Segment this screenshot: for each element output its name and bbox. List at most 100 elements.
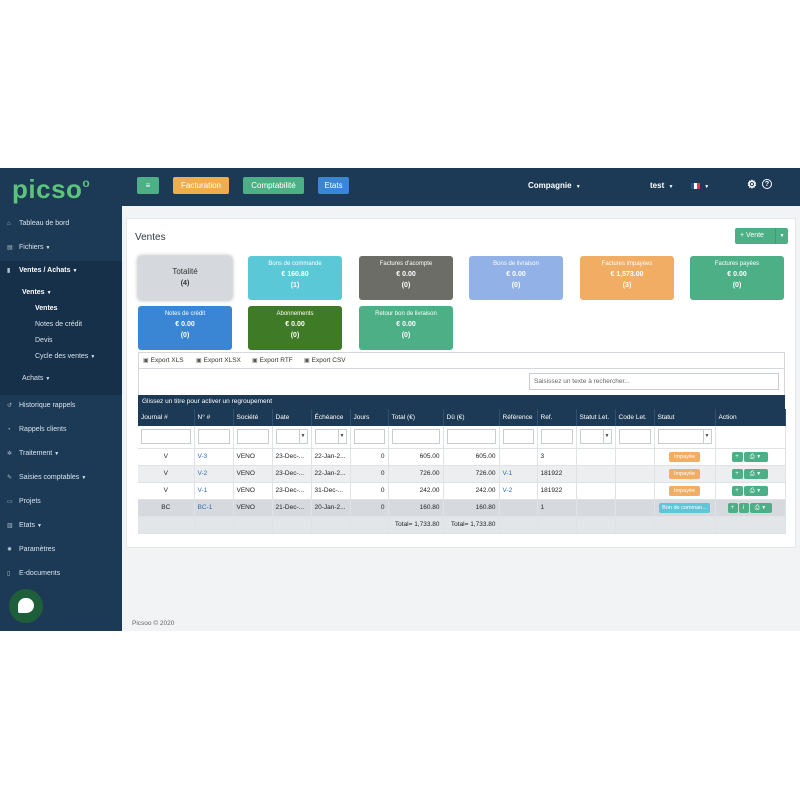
table-row[interactable]: V V-2 VENO 23-Dec-... 22-Jan-2... 0 726.…	[138, 465, 786, 483]
sidebar-item-historique[interactable]: ↺ Historique rappels	[7, 402, 76, 409]
sidebar-item-ventes-achats[interactable]: ▮ Ventes / Achats ▼	[7, 267, 78, 274]
language-dropdown[interactable]: ▼	[691, 181, 709, 190]
chevron-down-icon[interactable]: ▼	[775, 228, 788, 244]
print-icon: ⎙	[754, 504, 760, 511]
info-button[interactable]: i	[738, 502, 749, 513]
filter-input[interactable]	[236, 429, 269, 445]
company-dropdown[interactable]: Compagnie ▼	[528, 181, 581, 190]
filter-input[interactable]	[353, 429, 385, 445]
card-bons-livraison[interactable]: Bons de livraison € 0.00 (0)	[469, 256, 563, 300]
col-header-du[interactable]: Dû (€)	[443, 409, 500, 426]
card-factures-payees[interactable]: Factures payées € 0.00 (0)	[690, 256, 784, 300]
export-xls-button[interactable]: ▣ Export XLS	[143, 357, 184, 364]
cell-num-link[interactable]: V-3	[194, 448, 234, 466]
chevron-down-icon[interactable]: ▼	[298, 430, 307, 444]
sidebar-item-etats[interactable]: ▥ Etats ▼	[7, 522, 42, 529]
filter-input[interactable]	[141, 429, 191, 445]
add-button[interactable]: +	[731, 485, 743, 496]
chevron-down-icon[interactable]: ▼	[337, 430, 346, 444]
print-button[interactable]: ⎙ ▼	[749, 502, 772, 513]
table-row[interactable]: V V-1 VENO 23-Dec-... 31-Dec-... 0 242.0…	[138, 482, 786, 500]
cell-reference-link[interactable]	[499, 448, 538, 466]
sidebar-item-saisies[interactable]: ✎ Saisies comptables ▼	[7, 474, 87, 481]
etats-button[interactable]: Etats	[318, 177, 349, 194]
print-button[interactable]: ⎙ ▼	[743, 468, 768, 479]
col-header-statut[interactable]: Statut	[654, 409, 716, 426]
col-header-reference[interactable]: Référence	[499, 409, 538, 426]
sidebar-item-ventes[interactable]: Ventes	[35, 305, 58, 312]
chevron-down-icon[interactable]: ▼	[702, 430, 711, 444]
cell-num-link[interactable]: BC-1	[194, 499, 234, 517]
gear-icon[interactable]: ⚙	[747, 179, 757, 191]
filter-input[interactable]	[446, 429, 496, 445]
sidebar-item-edocuments[interactable]: ▯ E-documents	[7, 570, 61, 577]
col-header-total[interactable]: Total (€)	[388, 409, 444, 426]
sidebar-item-notes-credit[interactable]: Notes de crédit	[35, 321, 83, 328]
sidebar-item-parametres[interactable]: ✹ Paramètres	[7, 546, 56, 553]
card-retour-livraison[interactable]: Retour bon de livraison € 0.00 (0)	[359, 306, 453, 350]
cell-reference-link[interactable]	[499, 499, 538, 517]
export-csv-button[interactable]: ▣ Export CSV	[304, 357, 346, 364]
filter-date-input[interactable]: ▼	[314, 429, 347, 445]
add-button[interactable]: +	[731, 451, 743, 462]
card-abonnements[interactable]: Abonnements € 0.00 (0)	[248, 306, 342, 350]
card-factures-impayees[interactable]: Factures impayées € 1,573.00 (3)	[580, 256, 674, 300]
sidebar-item-achats[interactable]: Achats ▼	[22, 375, 51, 382]
chevron-down-icon[interactable]: ▼	[602, 430, 611, 444]
sidebar-item-devis[interactable]: Devis	[35, 337, 53, 344]
filter-select[interactable]: ▼	[657, 429, 712, 445]
col-header-echeance[interactable]: Échéance	[311, 409, 351, 426]
print-button[interactable]: ⎙ ▼	[743, 485, 768, 496]
chat-widget-button[interactable]	[9, 589, 43, 623]
sidebar-item-rappels[interactable]: ◔ Rappels clients	[7, 426, 67, 433]
filter-input[interactable]	[391, 429, 440, 445]
logo[interactable]: picsoo	[12, 174, 91, 204]
col-header-societe[interactable]: Société	[233, 409, 273, 426]
card-bons-commande[interactable]: Bons de commande € 160.80 (1)	[248, 256, 342, 300]
filter-input[interactable]	[618, 429, 651, 445]
export-xlsx-button[interactable]: ▣ Export XLSX	[196, 357, 241, 364]
comptabilite-button[interactable]: Comptabilité	[243, 177, 304, 194]
table-row[interactable]: BC BC-1 VENO 21-Dec-... 20-Jan-2... 0 16…	[138, 499, 786, 517]
facturation-button[interactable]: Facturation	[173, 177, 229, 194]
sidebar-item-tableau[interactable]: ⌂ Tableau de bord	[7, 220, 70, 227]
help-icon[interactable]: ?	[762, 179, 772, 189]
sidebar-item-traitement[interactable]: ✲ Traitement ▼	[7, 450, 60, 457]
cell-num-link[interactable]: V-2	[194, 465, 234, 483]
print-button[interactable]: ⎙ ▼	[743, 451, 768, 462]
col-header-journal[interactable]: Journal #	[138, 409, 195, 426]
col-header-code-let[interactable]: Code Let.	[615, 409, 655, 426]
add-button[interactable]: +	[731, 468, 743, 479]
sidebar-item-projets[interactable]: ▭ Projets	[7, 498, 41, 505]
menu-toggle-button[interactable]: ≡	[137, 177, 159, 194]
user-dropdown[interactable]: test ▼	[650, 181, 674, 190]
sidebar-item-fichiers[interactable]: ▤ Fichiers ▼	[7, 244, 51, 251]
sidebar-item-cycle-ventes[interactable]: Cycle des ventes ▼	[35, 353, 96, 360]
new-vente-button[interactable]: + Vente ▼	[735, 228, 788, 244]
group-panel[interactable]: Glissez un titre pour activer un regroup…	[138, 395, 785, 409]
filter-input[interactable]	[540, 429, 573, 445]
filter-select[interactable]: ▼	[579, 429, 612, 445]
col-header-ref[interactable]: Ref.	[537, 409, 577, 426]
table-row[interactable]: V V-3 VENO 23-Dec-... 22-Jan-2... 0 605.…	[138, 448, 786, 466]
cell-reference-link[interactable]: V-1	[499, 465, 538, 483]
cell-statut: Impayée	[654, 482, 716, 500]
card-notes-credit[interactable]: Notes de crédit € 0.00 (0)	[138, 306, 232, 350]
card-totalite[interactable]: Totalité (4)	[138, 256, 232, 300]
sidebar-item-ventes-group[interactable]: Ventes ▼	[22, 289, 52, 296]
filter-date-input[interactable]: ▼	[275, 429, 308, 445]
filter-input[interactable]	[197, 429, 230, 445]
filter-input[interactable]	[502, 429, 534, 445]
card-count: (0)	[401, 282, 411, 289]
col-header-jours[interactable]: Jours	[350, 409, 389, 426]
col-header-num[interactable]: N° #	[194, 409, 234, 426]
col-header-date[interactable]: Date	[272, 409, 312, 426]
cell-reference-link[interactable]: V-2	[499, 482, 538, 500]
card-factures-acompte[interactable]: Factures d'acompte € 0.00 (0)	[359, 256, 453, 300]
search-input[interactable]: Saisissez un texte à rechercher...	[529, 373, 779, 390]
cell-num-link[interactable]: V-1	[194, 482, 234, 500]
hamburger-icon: ≡	[145, 181, 151, 190]
export-rtf-button[interactable]: ▣ Export RTF	[252, 357, 293, 364]
col-header-statut-let[interactable]: Statut Let.	[576, 409, 616, 426]
add-button[interactable]: +	[727, 502, 738, 513]
